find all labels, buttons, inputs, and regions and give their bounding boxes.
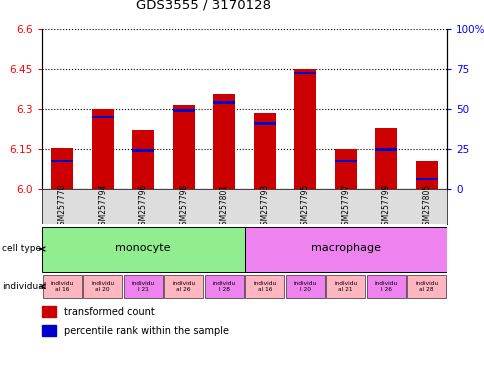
Bar <box>91 116 114 118</box>
Text: monocyte: monocyte <box>115 243 171 253</box>
Bar <box>204 275 243 298</box>
Bar <box>212 94 235 189</box>
Bar <box>42 227 244 271</box>
Text: GSM257770: GSM257770 <box>58 183 67 230</box>
Text: GSM257795: GSM257795 <box>300 183 309 230</box>
Text: percentile rank within the sample: percentile rank within the sample <box>64 326 229 336</box>
Text: GSM257796: GSM257796 <box>138 183 148 230</box>
Bar <box>293 72 316 74</box>
Bar <box>253 122 275 125</box>
Bar <box>42 306 56 317</box>
Text: individu
al 16: individu al 16 <box>50 281 74 292</box>
Bar <box>42 325 56 336</box>
Text: GSM257797: GSM257797 <box>341 183 349 230</box>
Text: macrophage: macrophage <box>310 243 380 253</box>
Bar <box>83 275 122 298</box>
Bar <box>245 275 284 298</box>
Bar <box>91 109 114 189</box>
Text: individu
l 20: individu l 20 <box>293 281 316 292</box>
Text: individu
al 16: individu al 16 <box>253 281 276 292</box>
Bar <box>334 149 356 189</box>
Bar <box>123 275 162 298</box>
Bar <box>415 177 437 180</box>
Text: individu
l 28: individu l 28 <box>212 281 235 292</box>
Bar <box>407 275 445 298</box>
Bar <box>366 275 405 298</box>
Text: individu
l 26: individu l 26 <box>374 281 397 292</box>
Text: GSM257793: GSM257793 <box>260 183 269 230</box>
Bar <box>164 275 203 298</box>
Text: individu
al 21: individu al 21 <box>333 281 357 292</box>
Bar <box>51 160 73 162</box>
Text: GSM257805: GSM257805 <box>422 184 430 230</box>
Text: GSM257794: GSM257794 <box>98 183 107 230</box>
Bar <box>253 113 275 189</box>
Text: GDS3555 / 3170128: GDS3555 / 3170128 <box>136 0 271 11</box>
Bar <box>285 275 324 298</box>
Bar <box>374 148 396 151</box>
Text: GSM257799: GSM257799 <box>381 183 390 230</box>
Text: GSM257798: GSM257798 <box>179 184 188 230</box>
Bar <box>415 161 437 189</box>
Bar <box>132 149 154 152</box>
Bar <box>172 109 195 112</box>
Bar <box>51 148 73 189</box>
Bar <box>212 101 235 104</box>
Text: transformed count: transformed count <box>64 307 155 317</box>
Text: cell type: cell type <box>2 245 42 253</box>
Text: individu
al 28: individu al 28 <box>414 281 438 292</box>
Text: individu
al 20: individu al 20 <box>91 281 114 292</box>
Bar <box>132 130 154 189</box>
Bar <box>374 127 396 189</box>
Bar <box>334 160 356 162</box>
Text: individu
l 21: individu l 21 <box>131 281 154 292</box>
Bar <box>326 275 364 298</box>
Text: individu
al 26: individu al 26 <box>172 281 195 292</box>
Bar <box>43 275 81 298</box>
Bar <box>293 69 316 189</box>
Text: individual: individual <box>2 282 46 291</box>
Bar <box>172 105 195 189</box>
Text: GSM257801: GSM257801 <box>219 184 228 230</box>
Bar <box>244 227 446 271</box>
